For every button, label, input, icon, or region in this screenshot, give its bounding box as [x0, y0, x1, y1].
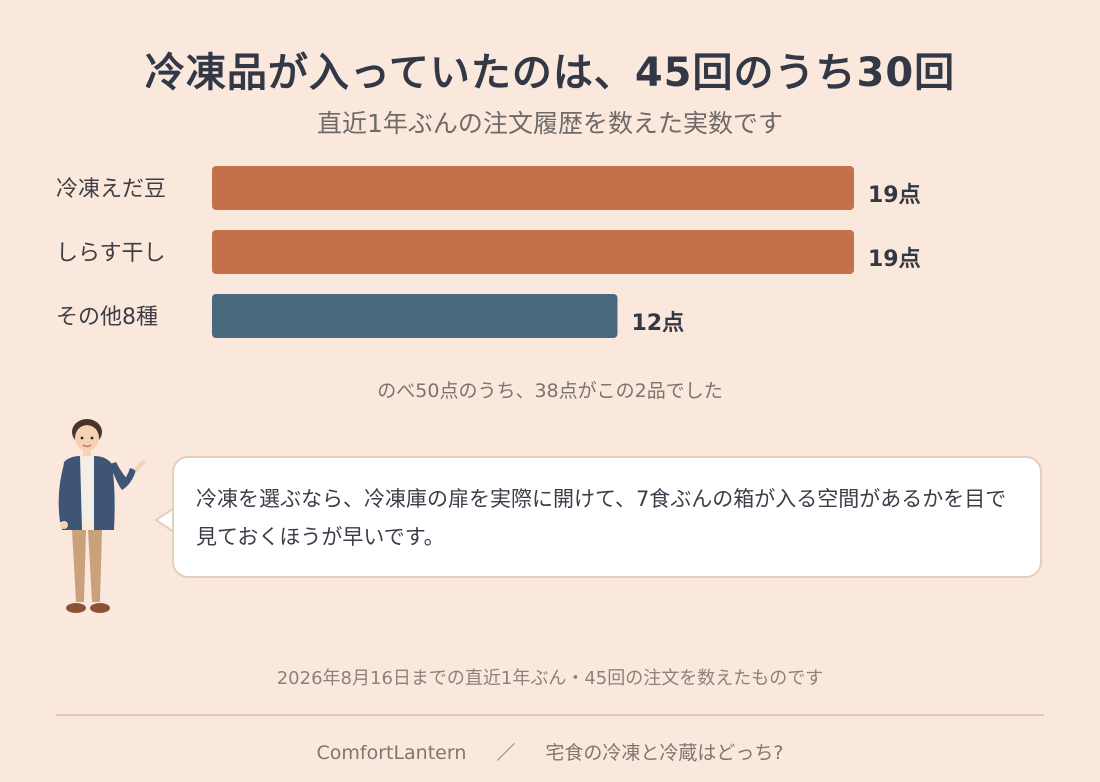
footer-separator: ／	[496, 742, 516, 764]
bar-value-label: 19点	[868, 246, 921, 272]
chart-note: のべ50点のうち、38点がこの2品でした	[377, 380, 723, 402]
chart-title: 冷凍品が入っていたのは、45回のうち30回	[144, 50, 956, 96]
bar-value-label: 12点	[631, 310, 684, 336]
bar-category-label: しらす干し	[56, 241, 166, 266]
bar	[212, 230, 854, 274]
speech-bubble-tail	[154, 507, 175, 533]
footnote: 2026年8月16日までの直近1年ぶん・45回の注文を数えたものです	[276, 668, 824, 689]
bar	[212, 294, 618, 338]
bar-category-label: その他8種	[56, 305, 158, 330]
presenter-illustration	[58, 419, 146, 613]
bar	[212, 166, 854, 210]
footer: ComfortLantern ／ 宅食の冷凍と冷蔵はどっち?	[0, 738, 1100, 765]
footer-article-title: 宅食の冷凍と冷蔵はどっち?	[545, 742, 784, 764]
footer-brand: ComfortLantern	[316, 742, 467, 764]
bar-value-label: 19点	[868, 182, 921, 208]
bar-category-label: 冷凍えだ豆	[56, 177, 166, 202]
chart-subtitle: 直近1年ぶんの注文履歴を数えた実数です	[317, 109, 783, 138]
speech-bubble: 冷凍を選ぶなら、冷凍庫の扉を実際に開けて、7食ぶんの箱が入る空間があるかを目で見…	[172, 456, 1042, 578]
footer-divider	[56, 714, 1044, 716]
